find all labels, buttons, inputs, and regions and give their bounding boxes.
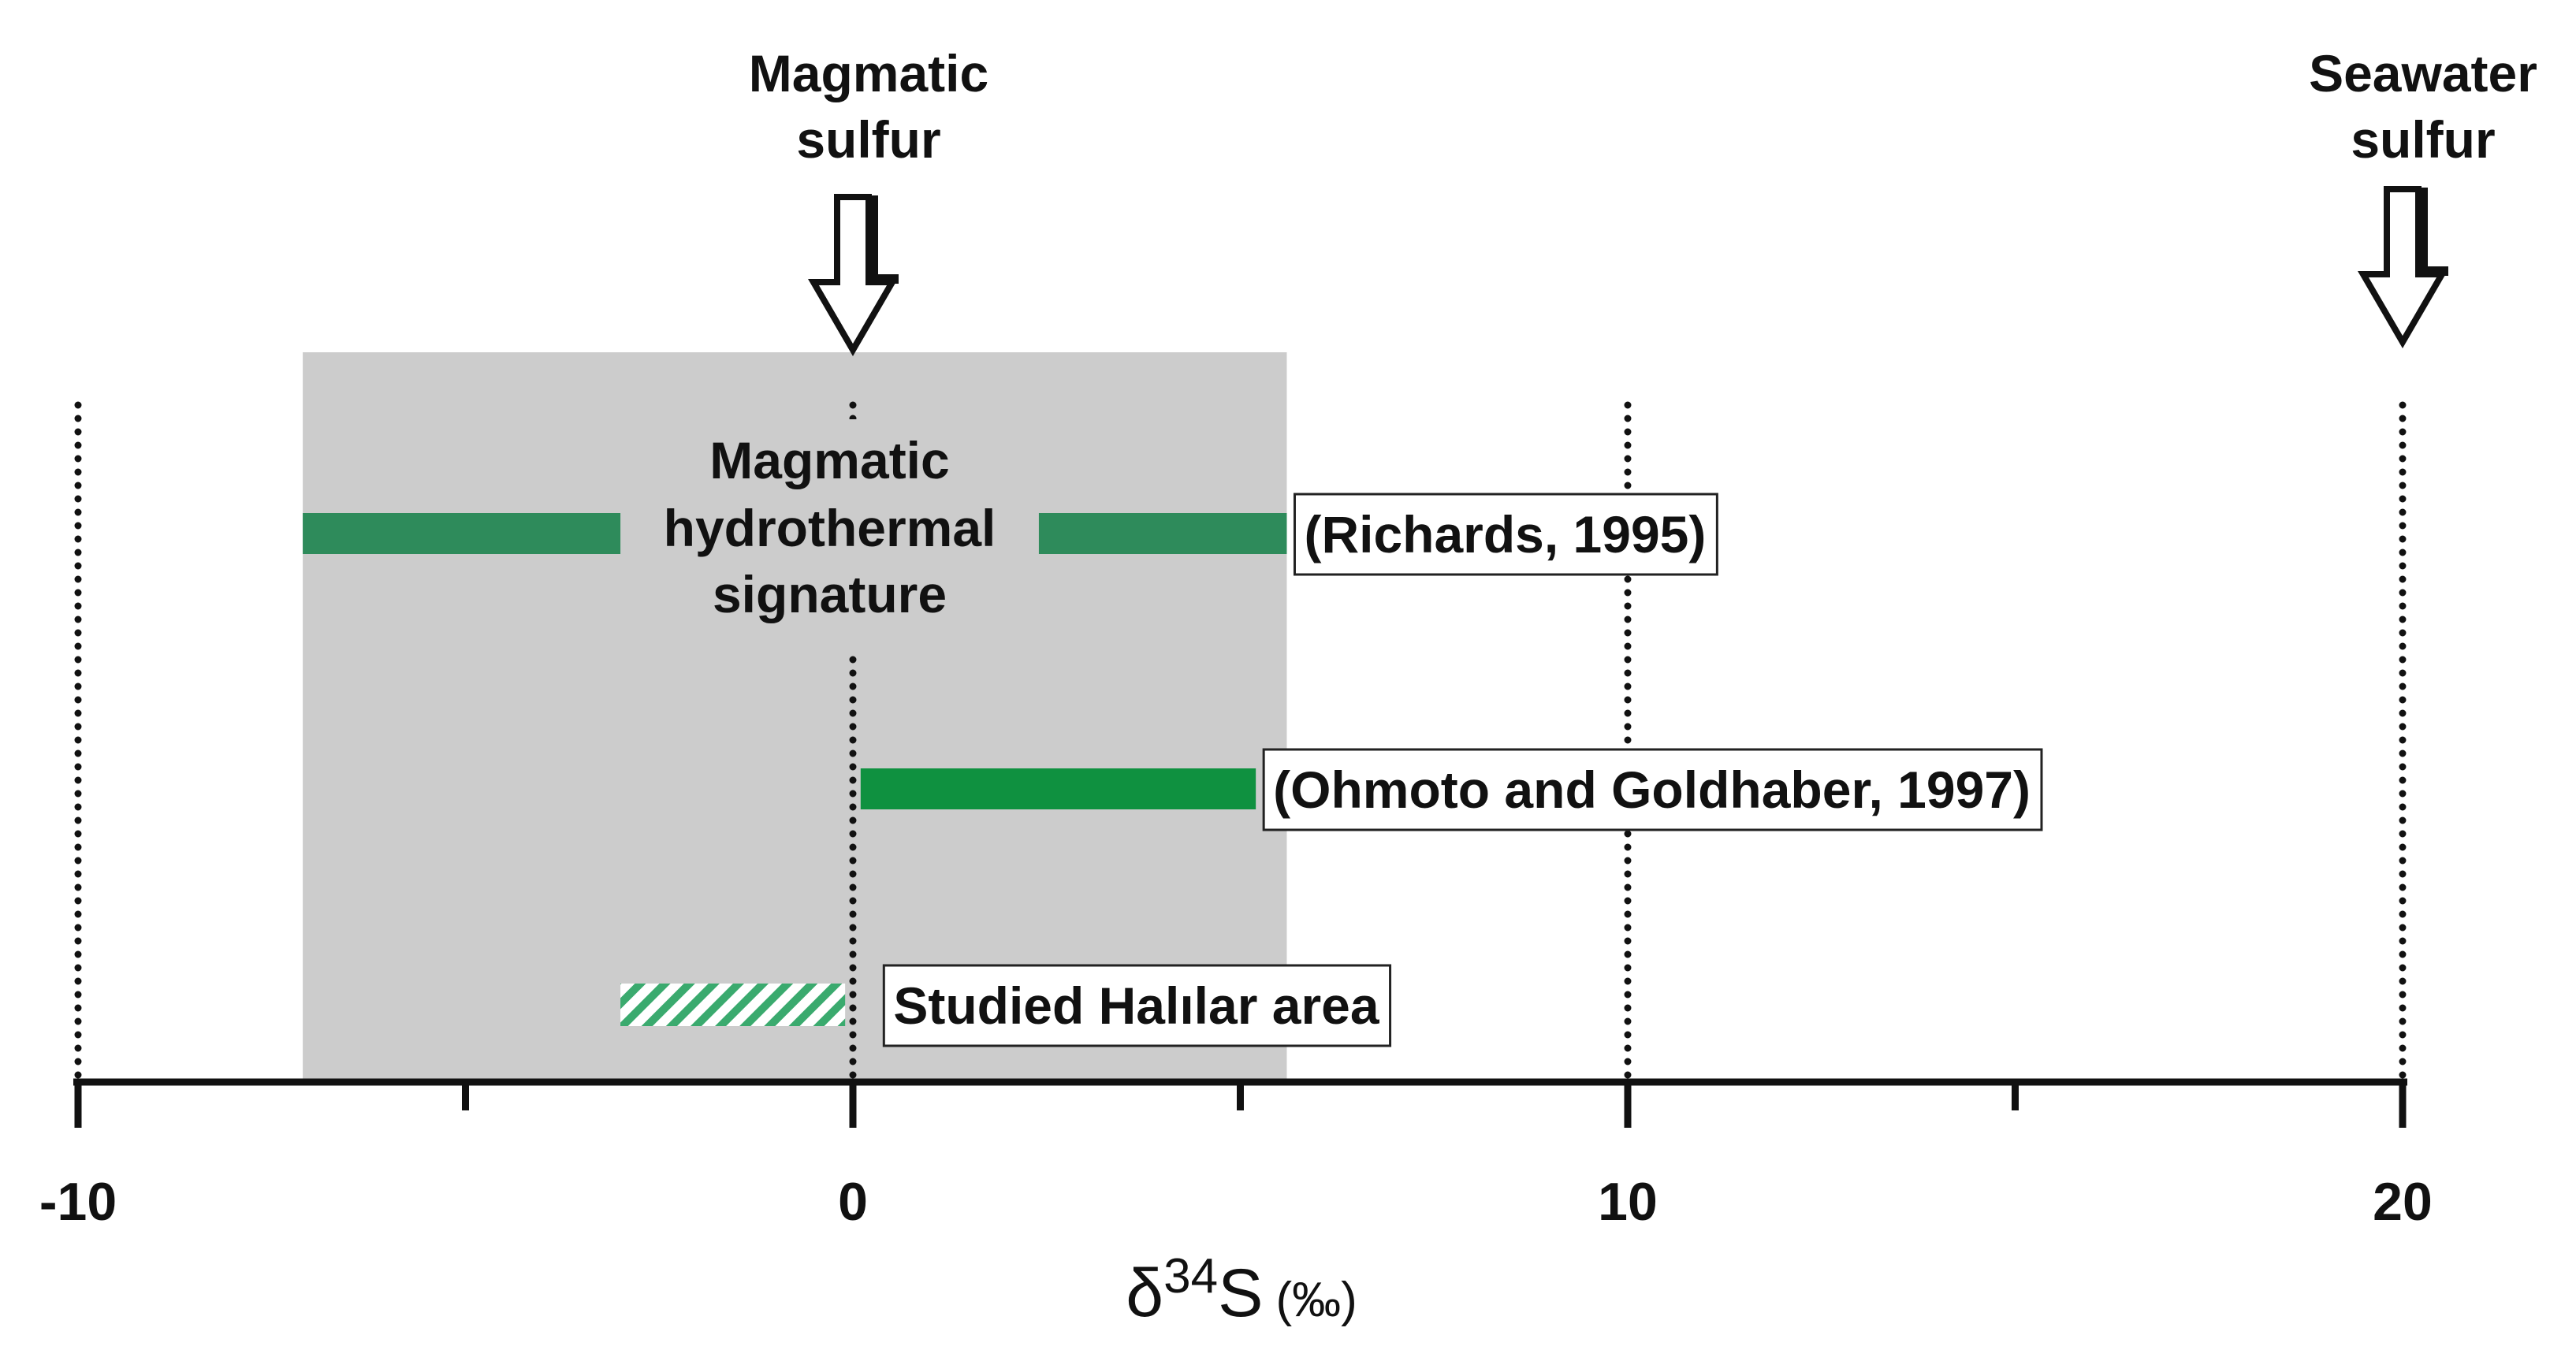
x-axis-title-unit: (‰) xyxy=(1275,1273,1357,1327)
marker-seawater-line-1: Seawater xyxy=(2309,44,2537,102)
region-label-line-3: signature xyxy=(713,565,947,623)
x-axis xyxy=(73,1078,2407,1128)
marker-magmatic-line-2: sulfur xyxy=(796,110,940,169)
x-axis-title-s: S xyxy=(1218,1255,1263,1331)
x-axis-title: δ34S (‰) xyxy=(1126,1249,1357,1331)
region-label-line-2: hydrothermal xyxy=(664,499,996,557)
range-label-box-studied xyxy=(882,964,1392,1047)
range-label-richards: (Richards, 1995) xyxy=(1304,505,1706,563)
marker-arrow-shadow-1 xyxy=(2418,188,2448,276)
range-bars xyxy=(303,513,1287,1026)
tick-label-0: 0 xyxy=(838,1172,868,1232)
range-label-box-ohmoto xyxy=(1262,748,2043,831)
x-axis-title-superscript: 34 xyxy=(1163,1249,1218,1304)
range-bar-2 xyxy=(620,984,846,1026)
region-label-background xyxy=(620,419,1039,656)
marker-magmatic-line-1: Magmatic xyxy=(749,44,988,102)
range-label-ohmoto: (Ohmoto and Goldhaber, 1997) xyxy=(1273,761,2031,819)
x-tick-labels: -10 0 10 20 xyxy=(39,1172,2433,1232)
range-labels: (Richards, 1995) (Ohmoto and Goldhaber, … xyxy=(882,493,2043,1047)
marker-labels: Magmatic sulfur Seawater sulfur xyxy=(749,44,2537,169)
marker-arrows xyxy=(808,186,2448,356)
range-label-box-richards xyxy=(1293,493,1718,576)
shaded-region-label: Magmatic hydrothermal signature xyxy=(620,419,1039,656)
tick-label--10: -10 xyxy=(39,1172,117,1232)
x-axis-title-delta: δ xyxy=(1126,1255,1163,1331)
tick-label-20: 20 xyxy=(2373,1172,2433,1232)
range-label-studied: Studied Halılar area xyxy=(893,976,1380,1035)
region-label-line-1: Magmatic xyxy=(709,431,949,489)
range-bar-1 xyxy=(860,768,1256,809)
marker-arrow-1 xyxy=(2358,186,2448,348)
marker-arrow-shadow-0 xyxy=(869,195,899,284)
marker-arrow-0 xyxy=(808,194,898,356)
tick-label-10: 10 xyxy=(1598,1172,1658,1232)
marker-seawater-line-2: sulfur xyxy=(2351,110,2495,169)
dotted-gridlines xyxy=(74,401,2407,1086)
